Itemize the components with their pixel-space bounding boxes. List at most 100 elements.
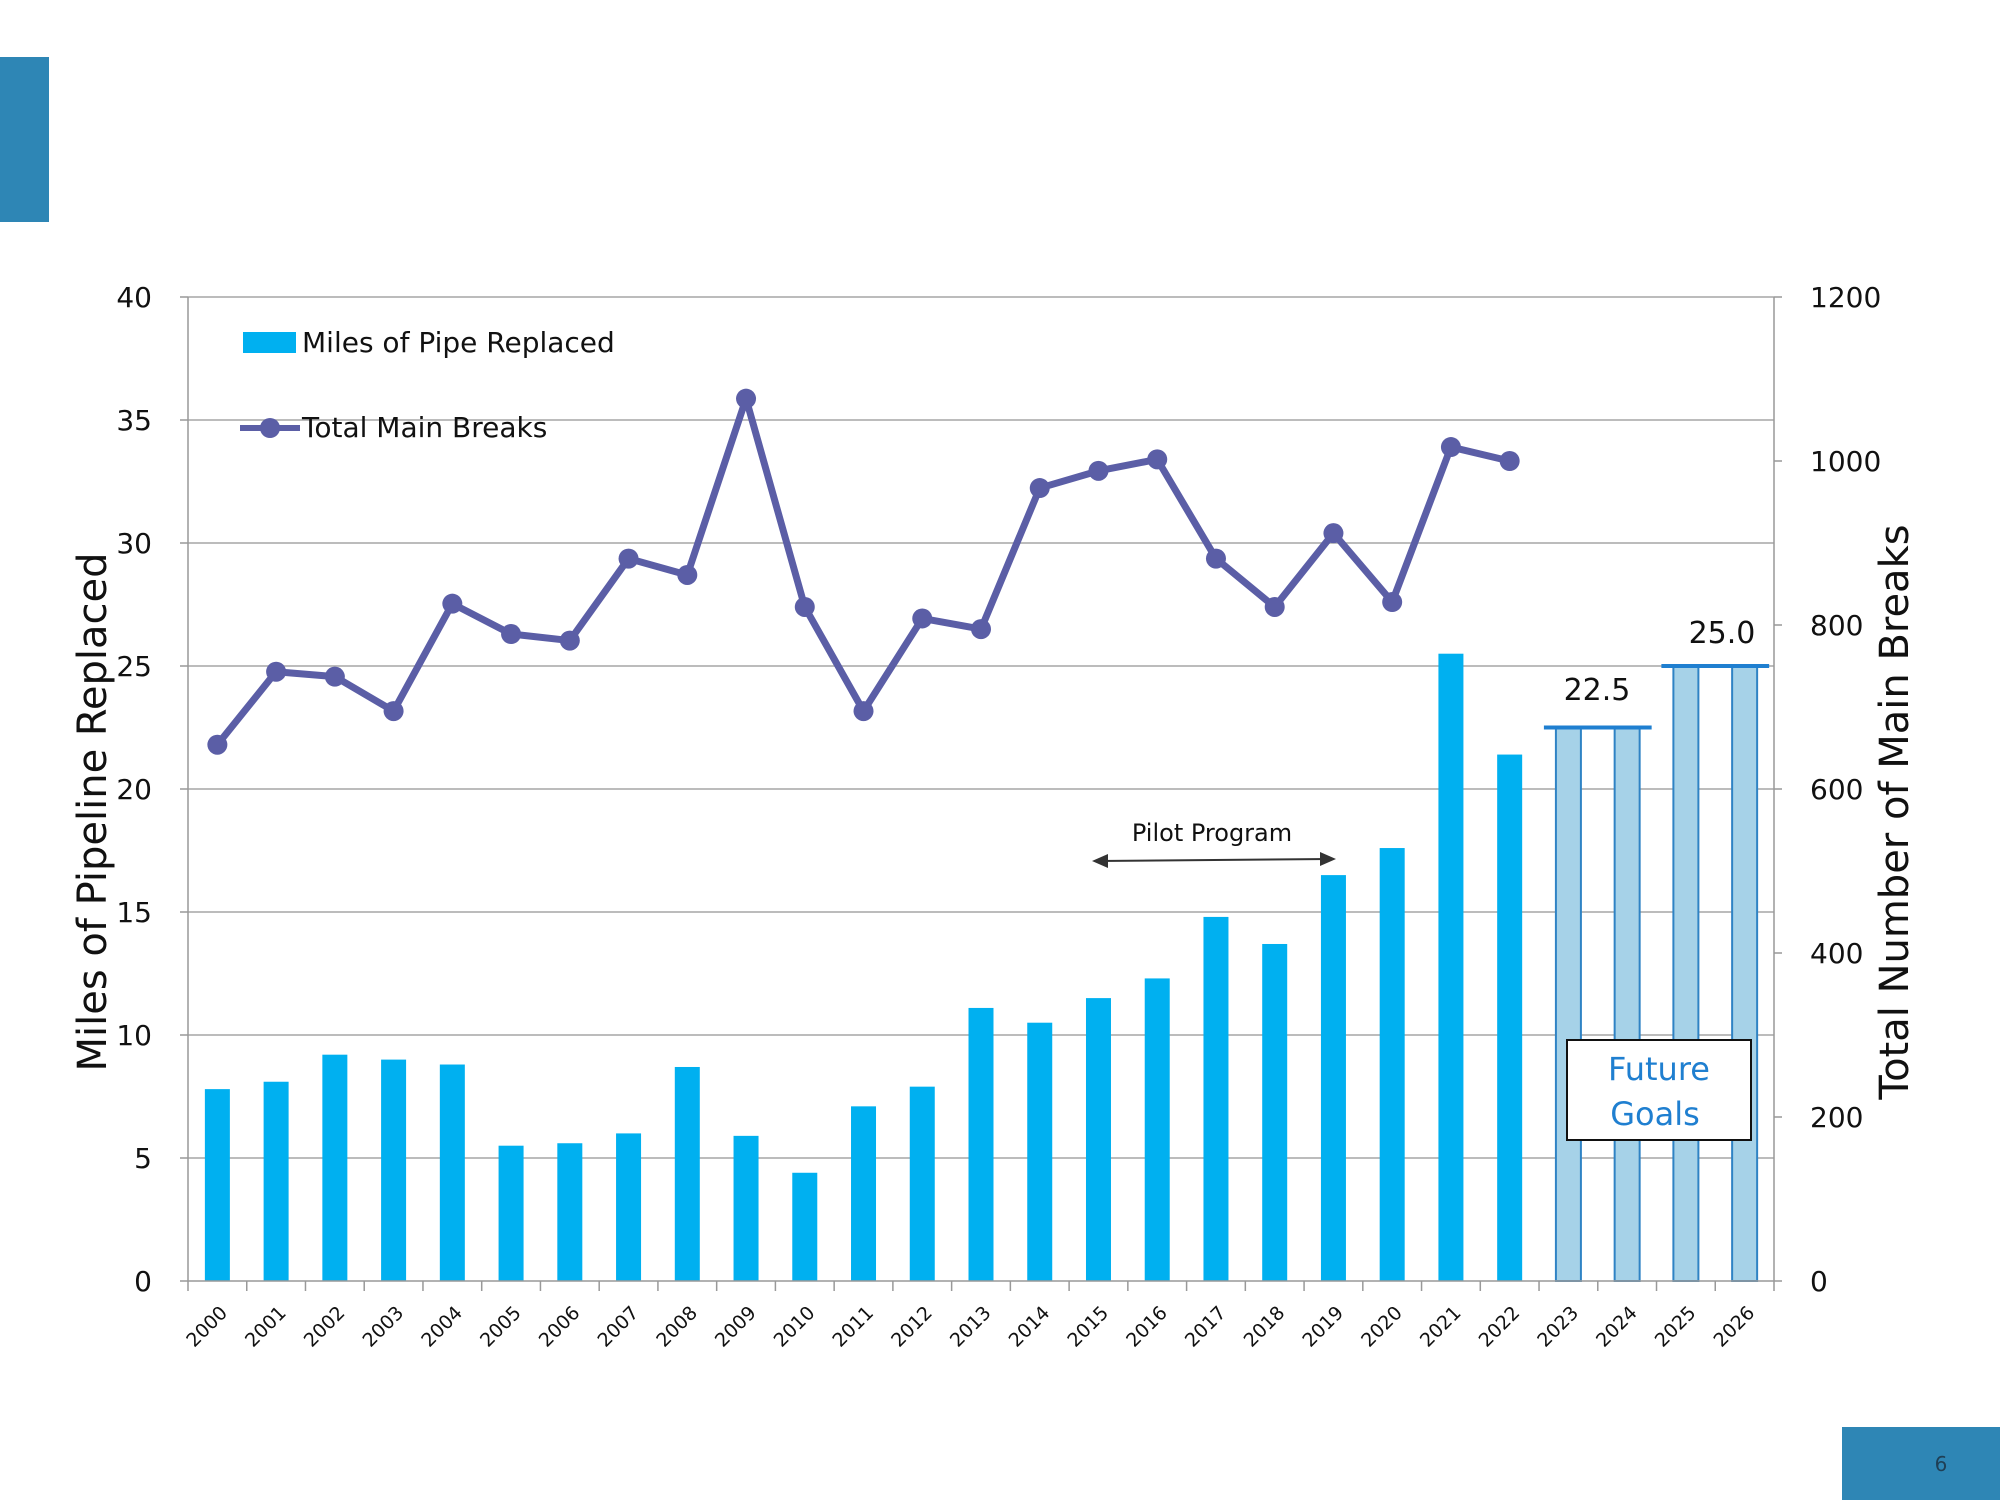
x-tick-label: 2023 [1533,1302,1583,1352]
x-tick-label: 2004 [417,1302,467,1352]
y2-axis-title: Total Number of Main Breaks [1872,524,1918,1100]
y-tick-label: 15 [116,896,152,929]
bar-2005 [498,1145,524,1281]
main-breaks-point-2002 [324,666,345,687]
main-breaks-point-2018 [1264,596,1285,617]
main-breaks-point-2020 [1382,592,1403,613]
main-breaks-polyline [214,395,1511,747]
bar-2020 [1379,848,1405,1281]
x-tick-label: 2014 [1005,1302,1055,1352]
bar-2015 [1085,998,1111,1281]
main-breaks-point-2016 [1147,449,1168,470]
future-bar-2025 [1672,665,1700,1282]
x-tick-label: 2019 [1298,1302,1348,1352]
goal-label-2: 25.0 [1689,616,1756,651]
y2-tick-label: 0 [1810,1265,1828,1298]
x-tick-label: 2021 [1416,1302,1466,1352]
bar-2007 [616,1133,642,1281]
main-breaks-point-2022 [1499,451,1520,471]
main-breaks-line [207,388,1520,755]
main-breaks-point-2011 [853,701,874,722]
x-tick-label: 2017 [1181,1302,1231,1352]
main-breaks-point-2008 [677,564,698,585]
x-tick-label: 2016 [1122,1302,1172,1352]
bar-2019 [1320,875,1346,1281]
main-breaks-point-2007 [618,548,639,569]
x-tick-label: 2013 [946,1302,996,1352]
x-tick-label: 2008 [652,1302,702,1352]
x-tick-label: 2006 [535,1302,585,1352]
future-goals-line1: Future [1608,1050,1710,1088]
bar-2017 [1203,916,1229,1281]
main-breaks-point-2012 [912,608,933,629]
bar-2010 [792,1172,818,1281]
main-breaks-point-2013 [971,619,991,640]
y-tick-label: 25 [116,650,152,683]
future-bar-2023 [1554,726,1582,1282]
bar-2011 [851,1106,877,1281]
main-breaks-point-2017 [1205,548,1226,569]
y-tick-label: 35 [116,404,152,437]
x-tick-label: 2022 [1475,1302,1525,1352]
bar-2003 [381,1059,407,1281]
legend-bar-label: Miles of Pipe Replaced [302,326,615,359]
x-tick-label: 2011 [828,1302,878,1352]
bar-2002 [322,1054,348,1281]
bars [204,653,1523,1281]
main-breaks-point-2000 [207,734,228,755]
bar-2016 [1144,978,1170,1281]
legend-bar-swatch [243,332,296,353]
main-breaks-point-2004 [442,593,463,614]
pilot-program-arrow [1097,858,1331,862]
y2-tick-label: 400 [1810,937,1863,970]
bar-2004 [439,1064,465,1281]
main-breaks-point-2010 [794,596,815,617]
pilot-arrow-head-left [1092,854,1108,868]
bar-2014 [1027,1022,1053,1281]
bar-2000 [204,1089,230,1281]
x-tick-label: 2018 [1240,1302,1290,1352]
x-tick-label: 2012 [887,1302,937,1352]
main-breaks-point-2014 [1029,478,1050,499]
main-breaks-point-2009 [736,388,757,409]
goal-label-1: 22.5 [1564,673,1631,708]
bar-2012 [909,1086,935,1281]
bar-2018 [1262,943,1288,1281]
x-tick-label: 2007 [593,1302,643,1352]
page-number-box [1842,1427,2000,1500]
x-tick-label: 2002 [300,1302,350,1352]
bar-2001 [263,1081,289,1281]
bar-2021 [1438,653,1464,1281]
future-goal-bars [1543,664,1770,1282]
y-tick-label: 0 [134,1265,152,1298]
x-tick-label: 2001 [241,1302,291,1352]
x-tick-label: 2009 [711,1302,761,1352]
legend-line-label: Total Main Breaks [301,411,547,444]
main-breaks-point-2006 [559,630,580,651]
bar-2013 [968,1007,994,1281]
x-tick-label: 2020 [1357,1302,1407,1352]
x-tick-label: 2003 [358,1302,408,1352]
bar-2006 [557,1143,583,1281]
y2-tick-label: 200 [1810,1101,1863,1134]
main-breaks-point-2001 [266,661,287,682]
bar-2022 [1497,754,1523,1281]
main-breaks-point-2015 [1088,460,1109,481]
bar-2008 [674,1066,700,1281]
x-tick-label: 2000 [182,1302,232,1352]
y2-tick-label: 600 [1810,773,1863,806]
accent-bar-left [0,57,49,222]
main-breaks-point-2005 [501,624,522,645]
main-breaks-point-2019 [1323,523,1344,544]
future-goals-line2: Goals [1610,1095,1700,1133]
axes [180,296,1782,1291]
future-bar-2026 [1731,665,1759,1282]
main-breaks-point-2021 [1440,437,1461,458]
pilot-arrow-head-right [1320,852,1336,866]
y-tick-label: 20 [116,773,152,806]
x-tick-label: 2015 [1063,1302,1113,1352]
x-tick-label: 2024 [1592,1302,1642,1352]
y2-tick-label: 800 [1810,609,1863,642]
x-tick-label: 2025 [1651,1302,1701,1352]
